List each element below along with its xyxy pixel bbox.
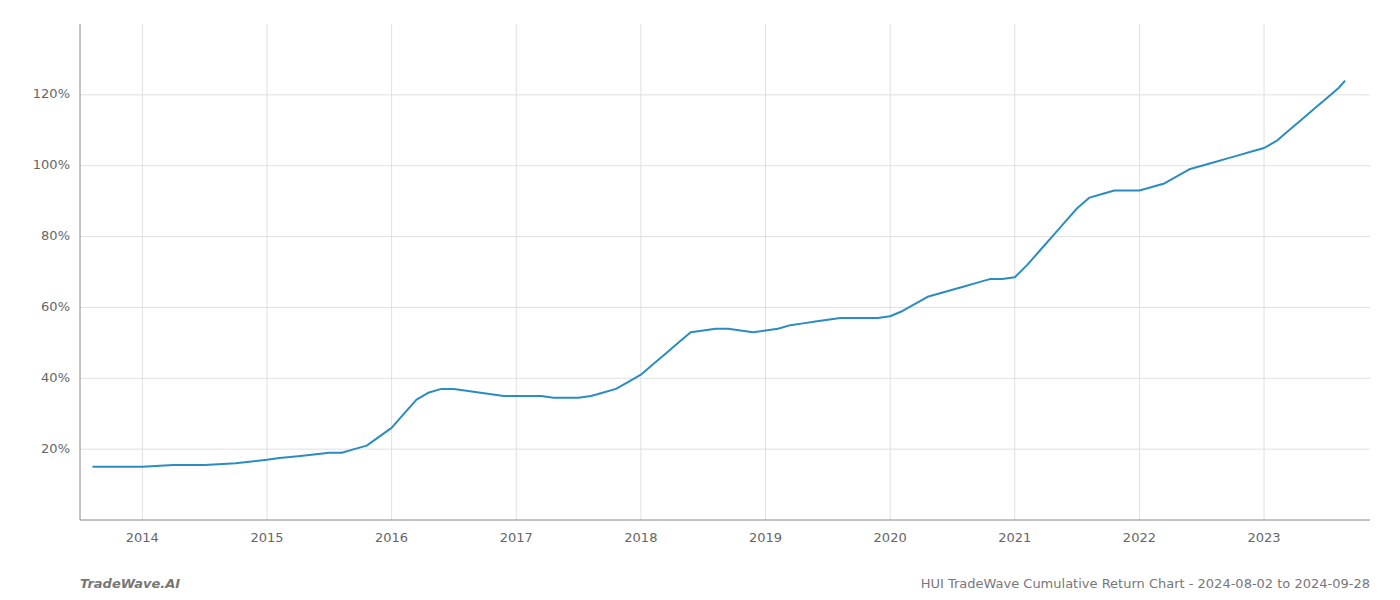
x-axis-line bbox=[80, 520, 1370, 521]
footer-right: HUI TradeWave Cumulative Return Chart - … bbox=[921, 576, 1370, 591]
y-tick-label: 120% bbox=[33, 86, 70, 101]
y-tick-label: 60% bbox=[41, 299, 70, 314]
grid bbox=[80, 24, 1370, 520]
y-axis-line bbox=[80, 24, 81, 520]
y-grid-line bbox=[80, 307, 1370, 308]
x-tick-label: 2021 bbox=[998, 530, 1031, 545]
x-grid-line bbox=[266, 24, 267, 520]
x-grid-line bbox=[1014, 24, 1015, 520]
axes: 20% 40% 60% 80% 100% 120% 2014 2015 2016 2017 2018… bbox=[33, 24, 1370, 545]
y-tick-label: 40% bbox=[41, 370, 70, 385]
x-tick-label: 2019 bbox=[749, 530, 782, 545]
y-grid-line bbox=[80, 378, 1370, 379]
y-grid-line bbox=[80, 165, 1370, 166]
plot-area bbox=[92, 81, 1345, 467]
x-grid-line bbox=[391, 24, 392, 520]
page: {"chart_data": { "type": "line", "color"… bbox=[0, 0, 1400, 600]
line bbox=[92, 81, 1345, 467]
x-tick-label: 2018 bbox=[624, 530, 657, 545]
footer: TradeWave.AI HUI TradeWave Cumulative Ret… bbox=[80, 576, 1370, 591]
x-tick-label: 2020 bbox=[874, 530, 907, 545]
y-grid-line bbox=[80, 94, 1370, 95]
y-grid-line bbox=[80, 236, 1370, 237]
x-grid-line bbox=[516, 24, 517, 520]
x-grid-line bbox=[890, 24, 891, 520]
x-tick-label: 2015 bbox=[250, 530, 283, 545]
x-grid-line bbox=[765, 24, 766, 520]
x-grid-line bbox=[1139, 24, 1140, 520]
x-tick-label: 2014 bbox=[126, 530, 159, 545]
x-grid-line bbox=[640, 24, 641, 520]
chart: 20% 40% 60% 80% 100% 120% 2014 2015 2016 2017 2018… bbox=[0, 0, 1400, 600]
x-grid-line bbox=[142, 24, 143, 520]
x-tick-label: 2017 bbox=[500, 530, 533, 545]
y-tick-label: 100% bbox=[33, 157, 70, 172]
footer-left: TradeWave.AI bbox=[80, 576, 180, 591]
y-tick-label: 20% bbox=[41, 441, 70, 456]
x-tick-label: 2023 bbox=[1248, 530, 1281, 545]
x-tick-label: 2022 bbox=[1123, 530, 1156, 545]
y-tick-label: 80% bbox=[41, 228, 70, 243]
x-tick-label: 2016 bbox=[375, 530, 408, 545]
x-grid-line bbox=[1264, 24, 1265, 520]
y-grid-line bbox=[80, 449, 1370, 450]
